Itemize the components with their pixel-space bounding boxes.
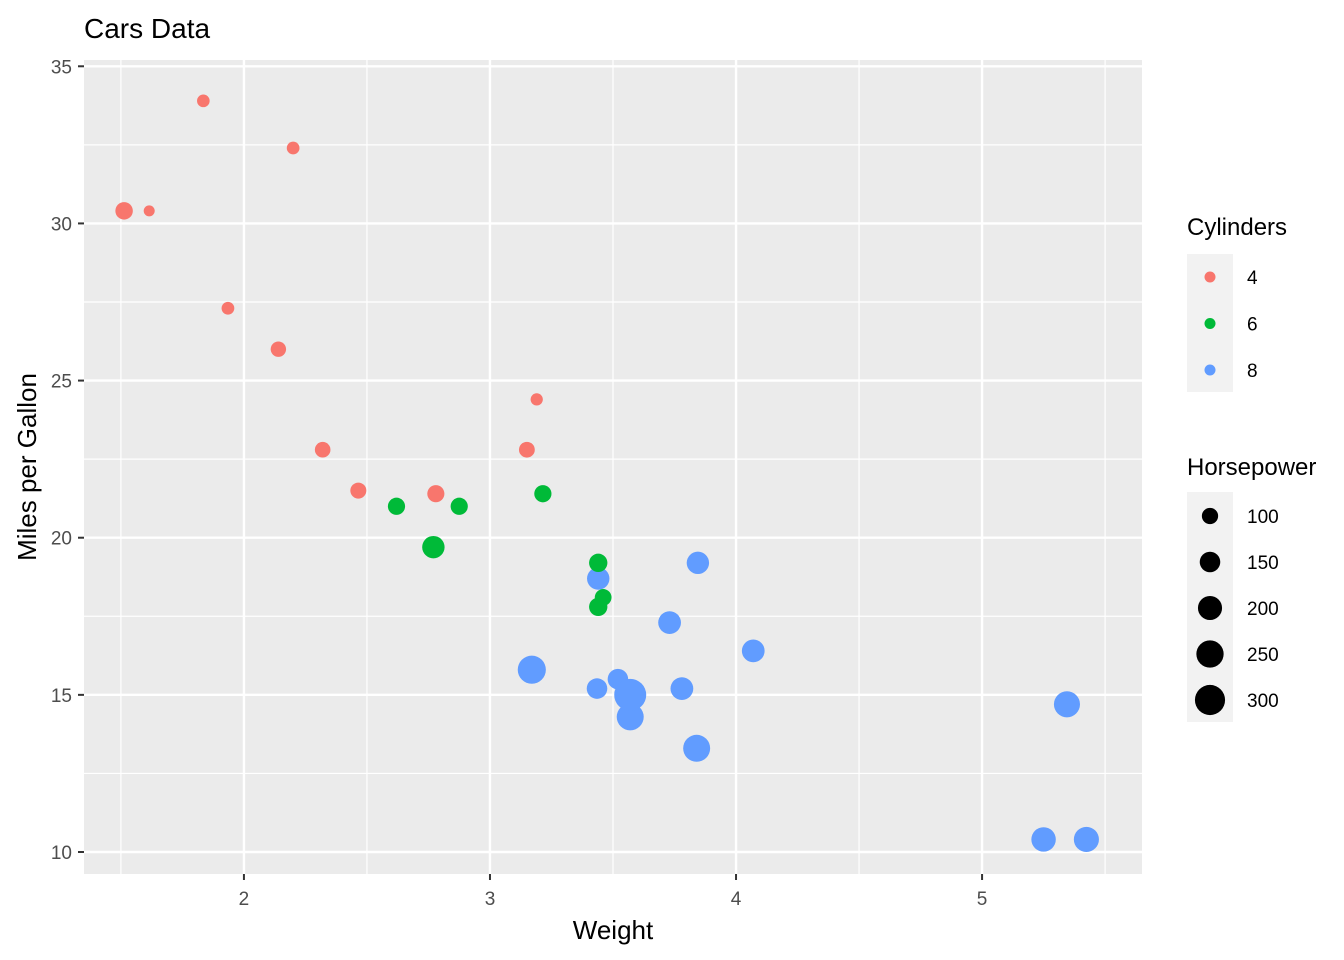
legend-cylinders: Cylinders 4 6 8 [1187,214,1287,392]
data-point [221,301,235,315]
x-axis-label: Weight [573,915,654,945]
legend-horsepower-label: 150 [1247,553,1279,574]
legend-horsepower-label: 200 [1247,599,1279,620]
x-tick-label: 4 [731,889,742,910]
data-point [270,341,287,357]
legend-horsepower-key [1196,640,1224,668]
data-point [586,678,608,699]
legend-cylinders-title: Cylinders [1187,214,1287,241]
y-tick-label: 30 [51,214,72,235]
legend-cylinders-key [1204,271,1216,283]
y-axis-label: Miles per Gallon [12,373,42,561]
x-tick-label: 3 [485,889,496,910]
data-point [1053,691,1080,718]
data-point [387,497,406,515]
legend-horsepower-label: 300 [1247,691,1279,712]
chart-title: Cars Data [84,13,210,44]
data-point [143,205,155,217]
legend-horsepower-key [1201,507,1219,525]
legend-horsepower-items: 100 150 200 250 300 [1194,507,1279,716]
data-point [1073,826,1099,852]
legend-horsepower-label: 100 [1247,507,1279,528]
data-point [686,551,710,575]
y-tick-label: 20 [51,529,72,550]
data-point [314,441,331,458]
data-point [534,485,552,503]
legend-cylinders-label: 4 [1247,268,1258,289]
legend-cylinders-items: 4 6 8 [1204,268,1258,382]
data-point [589,553,608,573]
data-point [683,734,711,762]
data-point [616,703,644,731]
data-point [614,678,647,711]
data-point [286,141,300,155]
data-point [670,677,694,700]
grid-major [84,60,1142,874]
data-point [517,655,546,684]
data-point [422,535,445,559]
grid-minor [84,60,1142,874]
data-point [1031,827,1056,852]
legend-horsepower-key [1197,595,1223,621]
legend-cylinders-label: 6 [1247,315,1258,336]
y-tick-label: 35 [51,57,72,78]
legend-horsepower: Horsepower 100 150 200 250 300 [1187,454,1316,722]
data-point [589,597,608,617]
data-point [518,441,535,458]
data-point [450,497,468,515]
data-point [658,611,681,634]
y-tick-label: 15 [51,686,72,707]
x-axis: 2 3 4 5 [239,874,988,910]
y-tick-label: 10 [51,843,72,864]
x-tick-label: 2 [239,889,250,910]
legend-cylinders-label: 8 [1247,361,1258,382]
y-axis: 10 15 20 25 30 35 [51,57,84,864]
data-point [530,393,543,406]
y-tick-label: 25 [51,372,72,393]
legend-cylinders-key [1204,318,1216,329]
legend-cylinders-key [1204,364,1216,376]
data-point [197,94,210,108]
data-points [115,94,1099,852]
legend-horsepower-key [1194,684,1226,716]
legend-horsepower-key [1199,551,1221,573]
legend-horsepower-title: Horsepower [1187,454,1316,481]
data-point [587,567,610,590]
data-point [427,485,445,503]
data-point [741,639,765,663]
data-point [115,202,133,220]
data-point [350,482,367,499]
x-tick-label: 5 [977,889,988,910]
legend-horsepower-label: 250 [1247,645,1279,666]
